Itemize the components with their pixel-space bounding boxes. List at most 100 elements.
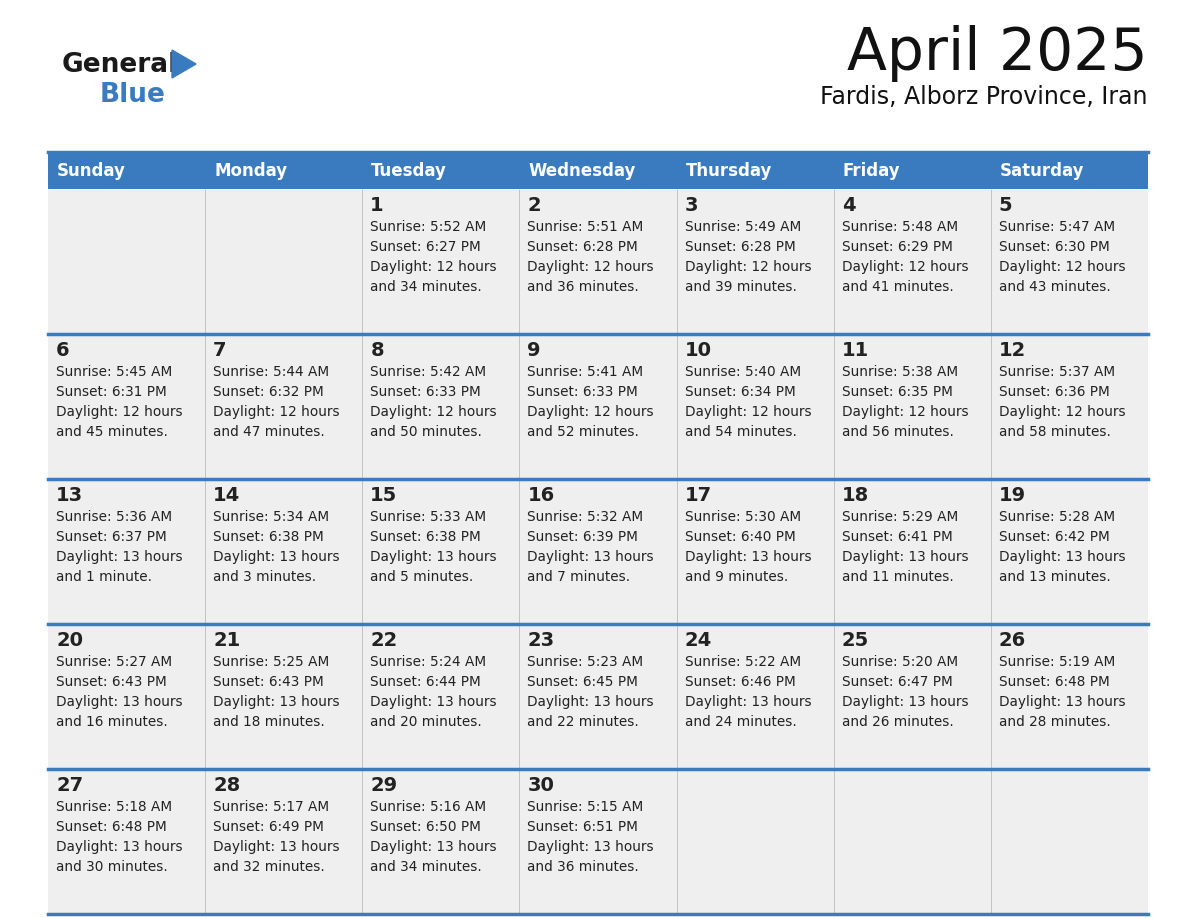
Text: 30: 30 bbox=[527, 776, 555, 795]
Text: Sunset: 6:44 PM: Sunset: 6:44 PM bbox=[371, 675, 481, 689]
Text: Daylight: 12 hours: Daylight: 12 hours bbox=[684, 405, 811, 419]
Text: and 36 minutes.: and 36 minutes. bbox=[527, 280, 639, 294]
Text: Daylight: 12 hours: Daylight: 12 hours bbox=[527, 260, 655, 274]
Text: Sunrise: 5:16 AM: Sunrise: 5:16 AM bbox=[371, 800, 486, 814]
Text: 19: 19 bbox=[999, 486, 1026, 505]
Text: and 20 minutes.: and 20 minutes. bbox=[371, 715, 482, 729]
Text: Daylight: 13 hours: Daylight: 13 hours bbox=[527, 550, 655, 564]
Text: Daylight: 12 hours: Daylight: 12 hours bbox=[842, 260, 968, 274]
Text: Sunrise: 5:44 AM: Sunrise: 5:44 AM bbox=[213, 365, 329, 379]
Text: Daylight: 13 hours: Daylight: 13 hours bbox=[684, 695, 811, 709]
Bar bbox=[362, 479, 519, 624]
Text: and 28 minutes.: and 28 minutes. bbox=[999, 715, 1111, 729]
Text: Sunrise: 5:22 AM: Sunrise: 5:22 AM bbox=[684, 655, 801, 669]
Text: and 56 minutes.: and 56 minutes. bbox=[842, 425, 954, 439]
Bar bbox=[991, 334, 1148, 479]
Bar bbox=[519, 624, 677, 769]
Text: and 7 minutes.: and 7 minutes. bbox=[527, 570, 631, 584]
Text: 5: 5 bbox=[999, 196, 1012, 215]
Text: 18: 18 bbox=[842, 486, 868, 505]
Text: Sunset: 6:41 PM: Sunset: 6:41 PM bbox=[842, 530, 953, 544]
Text: Sunrise: 5:33 AM: Sunrise: 5:33 AM bbox=[371, 510, 486, 524]
Text: and 54 minutes.: and 54 minutes. bbox=[684, 425, 796, 439]
Text: Sunset: 6:43 PM: Sunset: 6:43 PM bbox=[56, 675, 166, 689]
Text: Sunset: 6:38 PM: Sunset: 6:38 PM bbox=[371, 530, 481, 544]
Text: Sunset: 6:31 PM: Sunset: 6:31 PM bbox=[56, 385, 166, 399]
Text: and 34 minutes.: and 34 minutes. bbox=[371, 280, 482, 294]
Bar bbox=[48, 152, 1148, 189]
Text: Sunrise: 5:19 AM: Sunrise: 5:19 AM bbox=[999, 655, 1116, 669]
Bar bbox=[834, 769, 991, 914]
Text: 25: 25 bbox=[842, 631, 868, 650]
Text: April 2025: April 2025 bbox=[847, 25, 1148, 82]
Text: Daylight: 13 hours: Daylight: 13 hours bbox=[842, 550, 968, 564]
Text: and 41 minutes.: and 41 minutes. bbox=[842, 280, 954, 294]
Text: Sunset: 6:34 PM: Sunset: 6:34 PM bbox=[684, 385, 795, 399]
Text: 17: 17 bbox=[684, 486, 712, 505]
Text: 26: 26 bbox=[999, 631, 1026, 650]
Bar bbox=[677, 769, 834, 914]
Text: Daylight: 13 hours: Daylight: 13 hours bbox=[56, 695, 183, 709]
Text: and 1 minute.: and 1 minute. bbox=[56, 570, 152, 584]
Text: and 43 minutes.: and 43 minutes. bbox=[999, 280, 1111, 294]
Bar bbox=[834, 479, 991, 624]
Text: Sunset: 6:48 PM: Sunset: 6:48 PM bbox=[999, 675, 1110, 689]
Polygon shape bbox=[172, 50, 196, 78]
Bar bbox=[362, 334, 519, 479]
Text: Monday: Monday bbox=[214, 162, 287, 180]
Text: 24: 24 bbox=[684, 631, 712, 650]
Bar bbox=[677, 189, 834, 334]
Text: Daylight: 12 hours: Daylight: 12 hours bbox=[213, 405, 340, 419]
Bar bbox=[991, 479, 1148, 624]
Text: Sunset: 6:36 PM: Sunset: 6:36 PM bbox=[999, 385, 1110, 399]
Bar bbox=[48, 479, 206, 624]
Text: and 5 minutes.: and 5 minutes. bbox=[371, 570, 474, 584]
Text: 20: 20 bbox=[56, 631, 83, 650]
Text: and 52 minutes.: and 52 minutes. bbox=[527, 425, 639, 439]
Text: Daylight: 12 hours: Daylight: 12 hours bbox=[371, 260, 497, 274]
Text: 11: 11 bbox=[842, 341, 868, 360]
Text: and 11 minutes.: and 11 minutes. bbox=[842, 570, 954, 584]
Text: Daylight: 13 hours: Daylight: 13 hours bbox=[684, 550, 811, 564]
Text: Sunrise: 5:42 AM: Sunrise: 5:42 AM bbox=[371, 365, 486, 379]
Bar bbox=[48, 189, 206, 334]
Text: Daylight: 12 hours: Daylight: 12 hours bbox=[56, 405, 183, 419]
Text: Sunset: 6:30 PM: Sunset: 6:30 PM bbox=[999, 240, 1110, 254]
Text: and 36 minutes.: and 36 minutes. bbox=[527, 860, 639, 874]
Text: Daylight: 13 hours: Daylight: 13 hours bbox=[213, 695, 340, 709]
Text: Sunset: 6:38 PM: Sunset: 6:38 PM bbox=[213, 530, 324, 544]
Text: Sunset: 6:50 PM: Sunset: 6:50 PM bbox=[371, 820, 481, 834]
Bar bbox=[677, 334, 834, 479]
Text: Sunrise: 5:37 AM: Sunrise: 5:37 AM bbox=[999, 365, 1116, 379]
Text: 8: 8 bbox=[371, 341, 384, 360]
Text: Daylight: 12 hours: Daylight: 12 hours bbox=[842, 405, 968, 419]
Text: Sunrise: 5:47 AM: Sunrise: 5:47 AM bbox=[999, 220, 1116, 234]
Text: 1: 1 bbox=[371, 196, 384, 215]
Bar bbox=[519, 479, 677, 624]
Text: Tuesday: Tuesday bbox=[372, 162, 447, 180]
Text: 16: 16 bbox=[527, 486, 555, 505]
Text: Sunrise: 5:27 AM: Sunrise: 5:27 AM bbox=[56, 655, 172, 669]
Bar bbox=[834, 189, 991, 334]
Text: 28: 28 bbox=[213, 776, 240, 795]
Text: Daylight: 13 hours: Daylight: 13 hours bbox=[999, 695, 1125, 709]
Text: Sunrise: 5:20 AM: Sunrise: 5:20 AM bbox=[842, 655, 958, 669]
Bar bbox=[991, 624, 1148, 769]
Text: Sunset: 6:35 PM: Sunset: 6:35 PM bbox=[842, 385, 953, 399]
Text: Sunset: 6:43 PM: Sunset: 6:43 PM bbox=[213, 675, 324, 689]
Text: and 32 minutes.: and 32 minutes. bbox=[213, 860, 324, 874]
Text: Sunset: 6:42 PM: Sunset: 6:42 PM bbox=[999, 530, 1110, 544]
Text: and 30 minutes.: and 30 minutes. bbox=[56, 860, 168, 874]
Text: Daylight: 13 hours: Daylight: 13 hours bbox=[56, 550, 183, 564]
Text: 21: 21 bbox=[213, 631, 240, 650]
Text: Daylight: 13 hours: Daylight: 13 hours bbox=[371, 840, 497, 854]
Text: Sunset: 6:49 PM: Sunset: 6:49 PM bbox=[213, 820, 324, 834]
Text: Sunrise: 5:28 AM: Sunrise: 5:28 AM bbox=[999, 510, 1116, 524]
Text: and 58 minutes.: and 58 minutes. bbox=[999, 425, 1111, 439]
Bar bbox=[48, 624, 206, 769]
Text: Sunrise: 5:38 AM: Sunrise: 5:38 AM bbox=[842, 365, 958, 379]
Text: Sunrise: 5:48 AM: Sunrise: 5:48 AM bbox=[842, 220, 958, 234]
Text: and 9 minutes.: and 9 minutes. bbox=[684, 570, 788, 584]
Text: Daylight: 13 hours: Daylight: 13 hours bbox=[371, 695, 497, 709]
Text: 13: 13 bbox=[56, 486, 83, 505]
